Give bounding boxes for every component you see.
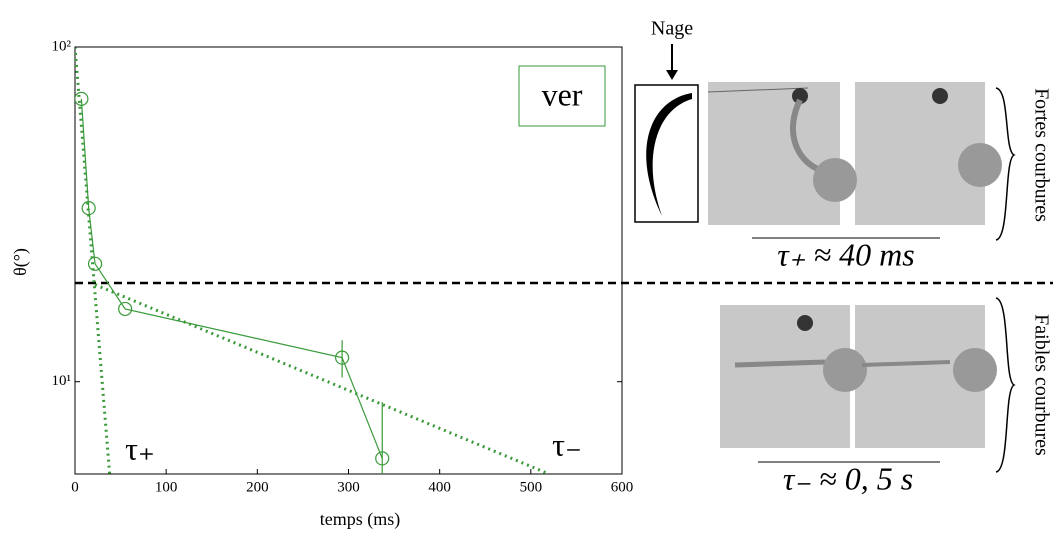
fit-label: τ₊ bbox=[125, 430, 155, 466]
x-tick-label: 300 bbox=[337, 479, 360, 495]
strong-curvature-label: Fortes courbures bbox=[1030, 88, 1052, 222]
x-tick-label: 600 bbox=[611, 479, 634, 495]
x-tick-label: 100 bbox=[155, 479, 178, 495]
photo-group bbox=[707, 82, 1002, 448]
photo-detail bbox=[813, 158, 857, 202]
brace bbox=[995, 297, 1016, 473]
x-tick-label: 500 bbox=[520, 479, 543, 495]
tau-plus-equation: τ₊ ≈ 40 ms bbox=[777, 236, 914, 272]
data-point bbox=[87, 256, 103, 271]
photo-detail bbox=[823, 348, 867, 392]
data-line bbox=[80, 98, 383, 459]
data-point bbox=[375, 451, 390, 466]
fit-label: τ₋ bbox=[552, 426, 582, 462]
x-axis-label: temps (ms) bbox=[320, 509, 401, 530]
data-point bbox=[335, 350, 350, 365]
fit-line bbox=[94, 283, 550, 474]
photo-detail bbox=[792, 88, 808, 104]
worm-silhouette bbox=[646, 93, 692, 216]
photo-detail bbox=[932, 88, 948, 104]
photo-detail bbox=[707, 87, 809, 93]
photo-detail bbox=[958, 143, 1002, 187]
data-point bbox=[118, 301, 133, 317]
x-tick-label: 400 bbox=[428, 479, 451, 495]
arrow-head bbox=[666, 70, 678, 80]
y-tick-label: 10¹ bbox=[52, 373, 72, 389]
x-tick-label: 200 bbox=[246, 479, 269, 495]
weak-curvature-label: Faibles courbures bbox=[1030, 314, 1052, 456]
legend-box bbox=[518, 65, 606, 127]
photo-detail bbox=[734, 359, 826, 368]
plot-area bbox=[75, 47, 550, 474]
photo-detail bbox=[861, 360, 951, 367]
photo-detail bbox=[953, 348, 997, 392]
legend-entry: ver bbox=[542, 76, 583, 112]
tau-minus-equation: τ₋ ≈ 0, 5 s bbox=[783, 460, 913, 496]
x-tick-label: 0 bbox=[71, 479, 79, 495]
y-tick-label: 10² bbox=[52, 38, 72, 54]
swim-label: Nage bbox=[651, 18, 693, 40]
photo-detail bbox=[789, 98, 822, 173]
y-axis-label: θ(°) bbox=[10, 248, 31, 276]
photo bbox=[708, 82, 840, 225]
brace bbox=[995, 87, 1016, 241]
data-point bbox=[75, 91, 89, 106]
photo-detail bbox=[797, 315, 813, 331]
fit-line bbox=[75, 47, 112, 474]
